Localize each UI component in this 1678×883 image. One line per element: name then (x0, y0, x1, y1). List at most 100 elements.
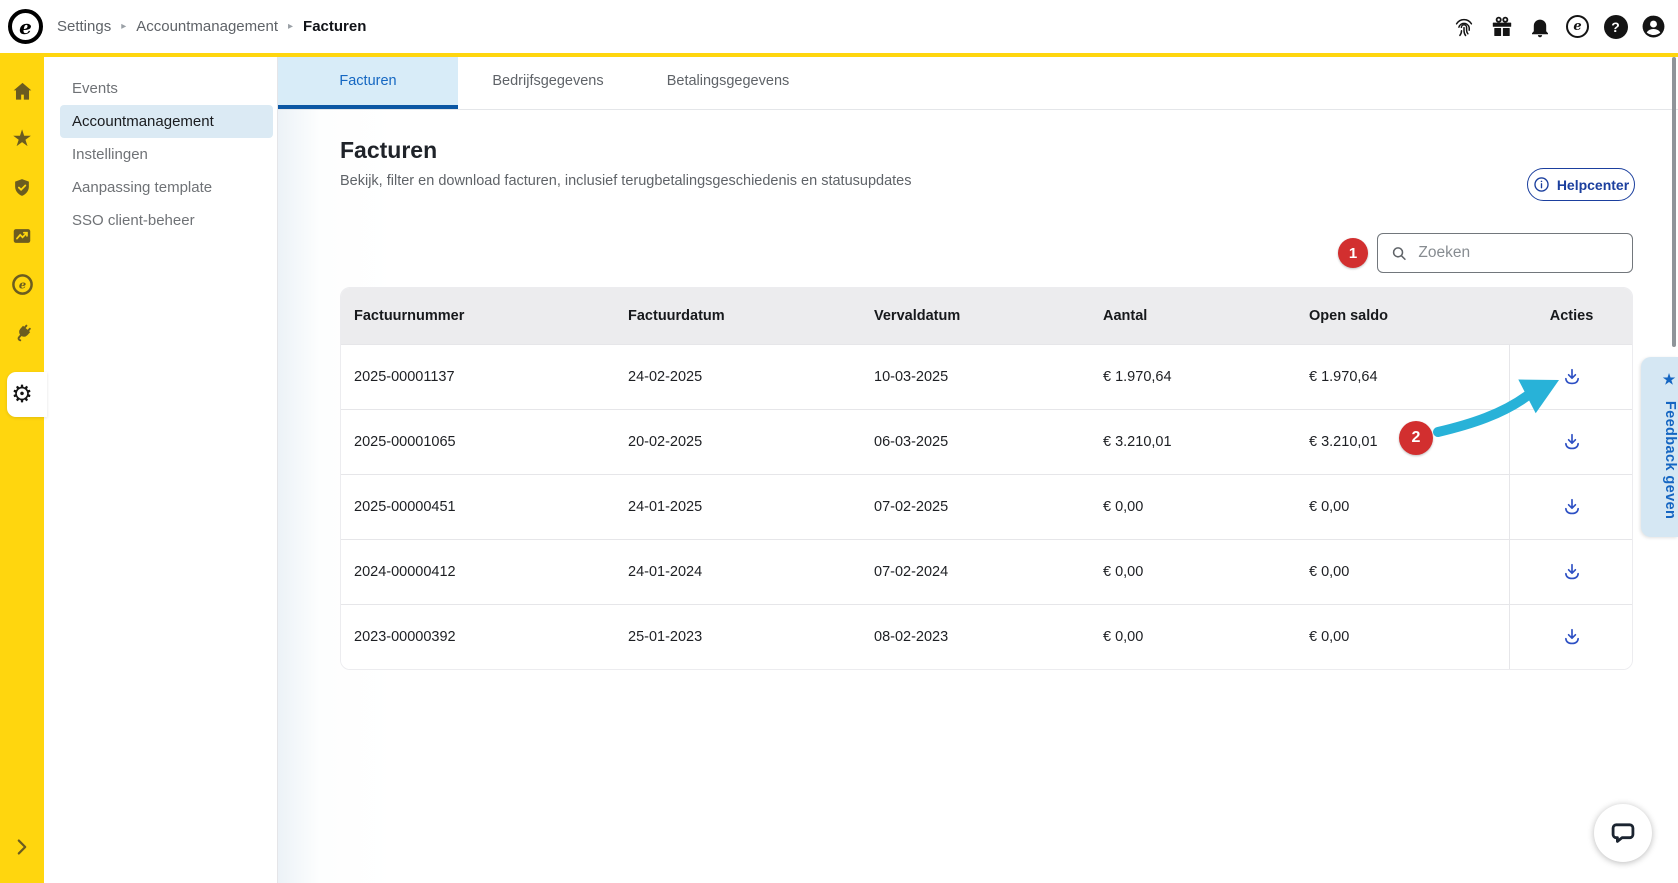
download-invoice-button[interactable] (1555, 490, 1589, 524)
page-title: Facturen (340, 137, 438, 163)
download-icon (1564, 628, 1579, 644)
cell-vervaldatum: 08-02-2023 (861, 603, 1090, 669)
tab-bar: Facturen Bedrijfsgegevens Betalingsgegev… (278, 57, 1678, 110)
tab-label: Betalingsgegevens (666, 73, 790, 89)
info-icon (1534, 177, 1549, 192)
column-header-acties: Acties (1509, 288, 1632, 344)
cell-vervaldatum: 07-02-2025 (861, 473, 1090, 539)
top-bar: e Settings ▸ Accountmanagement ▸ Facture… (0, 0, 1678, 53)
cell-factuurnummer: 2024-00000412 (341, 538, 615, 604)
gift-icon[interactable] (1489, 14, 1514, 39)
subnav-item[interactable]: Events (60, 72, 273, 105)
cell-aantal: € 0,00 (1090, 538, 1296, 604)
favorites-star-icon[interactable]: ★ (11, 125, 33, 152)
svg-text:e: e (18, 277, 25, 291)
integrations-plug-icon[interactable] (10, 321, 34, 345)
feedback-tab-label: Feedback geven (1662, 400, 1678, 520)
settings-gear-icon[interactable]: ⚙ (11, 380, 33, 408)
feedback-tab[interactable]: ★ Feedback geven (1641, 357, 1678, 538)
download-invoice-button[interactable] (1555, 620, 1589, 654)
invoice-row: 2023-00000392 25-01-2023 08-02-2023 € 0,… (341, 603, 1632, 669)
cell-factuurnummer: 2025-00000451 (341, 473, 615, 539)
scrollbar-thumb[interactable] (1672, 57, 1676, 347)
cell-factuurnummer: 2025-00001065 (341, 408, 615, 474)
subnav-item[interactable]: Instellingen (60, 138, 273, 171)
tab[interactable]: Betalingsgegevens (638, 57, 818, 109)
chat-bubble-icon (1611, 823, 1635, 843)
breadcrumb-accountmanagement[interactable]: Accountmanagement (136, 18, 278, 35)
cell-open-saldo: € 1.970,64 (1296, 343, 1509, 409)
tab-label: Bedrijfsgegevens (492, 73, 604, 89)
breadcrumb-separator-icon: ▸ (121, 21, 127, 32)
chat-launcher-button[interactable] (1594, 804, 1652, 862)
cell-vervaldatum: 06-03-2025 (861, 408, 1090, 474)
column-header-vervaldatum: Vervaldatum (861, 288, 1090, 344)
invoice-row: 2025-00001137 24-02-2025 10-03-2025 € 1.… (341, 343, 1632, 409)
home-icon[interactable] (10, 79, 34, 103)
subnav-item[interactable]: SSO client-beheer (60, 204, 273, 237)
tab[interactable]: Facturen (278, 57, 458, 109)
search-box (1377, 233, 1633, 273)
breadcrumb-settings[interactable]: Settings (57, 18, 112, 35)
fingerprint-icon[interactable] (1451, 14, 1476, 39)
search-input[interactable] (1418, 244, 1620, 262)
column-header-open-saldo: Open saldo (1296, 288, 1509, 344)
column-header-aantal: Aantal (1090, 288, 1296, 344)
subnav-item[interactable]: Aanpassing template (60, 171, 273, 204)
subnav-item[interactable]: Accountmanagement (60, 105, 273, 138)
cell-open-saldo: € 0,00 (1296, 603, 1509, 669)
security-shield-icon[interactable] (10, 176, 34, 200)
download-icon (1564, 368, 1579, 384)
subnav-item-label: Instellingen (72, 146, 148, 163)
cell-factuurdatum: 20-02-2025 (615, 408, 861, 474)
invoice-row: 2025-00001065 20-02-2025 06-03-2025 € 3.… (341, 408, 1632, 474)
brand-logo[interactable]: e (8, 9, 43, 44)
main-content: Facturen Bedrijfsgegevens Betalingsgegev… (278, 57, 1678, 883)
account-icon[interactable] (1641, 14, 1666, 39)
primary-icon-rail: ★ e (0, 57, 47, 883)
cell-vervaldatum: 07-02-2024 (861, 538, 1090, 604)
tab[interactable]: Bedrijfsgegevens (458, 57, 638, 109)
column-header-factuurnummer: Factuurnummer (341, 288, 615, 344)
subnav-item-label: Accountmanagement (72, 113, 214, 130)
cell-aantal: € 0,00 (1090, 603, 1296, 669)
cell-vervaldatum: 10-03-2025 (861, 343, 1090, 409)
brand-accent-line (0, 53, 1678, 57)
search-icon (1392, 246, 1406, 260)
helpcenter-label: Helpcenter (1556, 176, 1630, 193)
cell-factuurdatum: 24-01-2024 (615, 538, 861, 604)
download-invoice-button[interactable] (1555, 555, 1589, 589)
invoice-row: 2024-00000412 24-01-2024 07-02-2024 € 0,… (341, 538, 1632, 604)
cell-aantal: € 1.970,64 (1090, 343, 1296, 409)
cell-open-saldo: € 0,00 (1296, 538, 1509, 604)
expand-rail-chevron-icon[interactable] (10, 835, 34, 859)
topbar-icon-group: e ? (1451, 0, 1666, 53)
download-icon (1564, 433, 1579, 449)
annotation-badge-2: 2 (1399, 421, 1433, 455)
e-boekhouden-icon[interactable]: e (10, 272, 34, 296)
tab-label: Facturen (339, 73, 397, 89)
subnav-item-label: SSO client-beheer (72, 212, 195, 229)
cell-aantal: € 0,00 (1090, 473, 1296, 539)
feedback-star-icon: ★ (1662, 372, 1678, 389)
download-icon (1564, 563, 1579, 579)
breadcrumb-separator-icon: ▸ (288, 21, 294, 32)
e-badge-icon[interactable]: e (1565, 14, 1590, 39)
statistics-chart-icon[interactable] (10, 224, 34, 248)
help-icon[interactable]: ? (1603, 14, 1628, 39)
cell-factuurnummer: 2023-00000392 (341, 603, 615, 669)
invoice-table-header: Factuurnummer Factuurdatum Vervaldatum A… (341, 288, 1632, 344)
notifications-bell-icon[interactable] (1527, 14, 1552, 39)
cell-factuurdatum: 25-01-2023 (615, 603, 861, 669)
subnav-item-label: Events (72, 80, 118, 97)
download-invoice-button[interactable] (1555, 425, 1589, 459)
cell-factuurdatum: 24-02-2025 (615, 343, 861, 409)
settings-subnav: Events Accountmanagement Instellingen Aa… (44, 57, 278, 883)
cell-aantal: € 3.210,01 (1090, 408, 1296, 474)
helpcenter-button[interactable]: Helpcenter (1527, 168, 1635, 201)
invoice-row: 2025-00000451 24-01-2025 07-02-2025 € 0,… (341, 473, 1632, 539)
download-invoice-button[interactable] (1555, 360, 1589, 394)
invoice-table: Factuurnummer Factuurdatum Vervaldatum A… (340, 287, 1633, 670)
subnav-item-label: Aanpassing template (72, 179, 213, 196)
